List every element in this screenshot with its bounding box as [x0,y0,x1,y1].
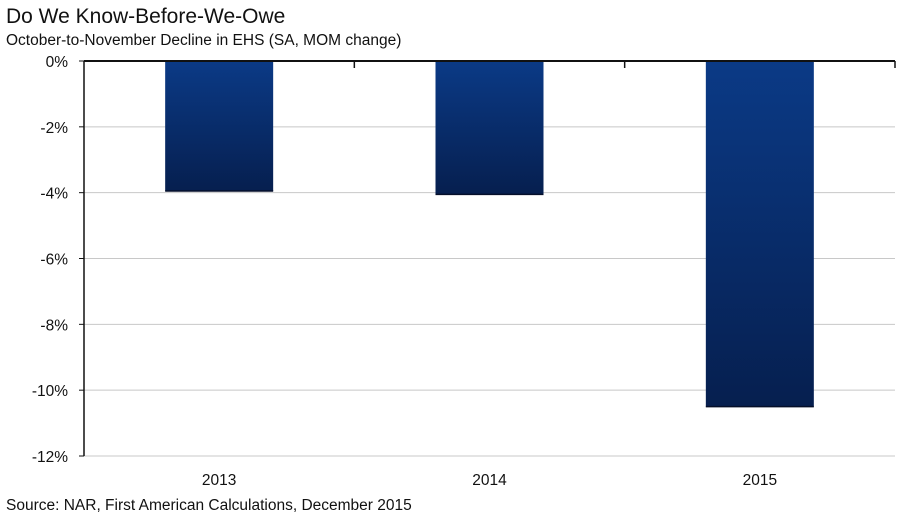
bar-2013 [165,61,274,192]
y-tick-label: -2% [40,120,68,137]
y-tick-label: 0% [46,54,69,71]
axes [79,60,896,457]
x-tick-label: 2015 [743,472,777,489]
y-tick-label: -6% [40,252,68,269]
bar-2015 [705,61,814,407]
x-tick-label: 2013 [202,472,236,489]
y-tick-label: -8% [40,317,68,334]
y-tick-label: -4% [40,186,68,203]
source-note: Source: NAR, First American Calculations… [6,497,412,514]
chart-title: Do We Know-Before-We-Owe [6,5,286,28]
bar-2014 [435,61,544,195]
chart-subtitle: October-to-November Decline in EHS (SA, … [6,32,402,49]
y-tick-label: -12% [32,449,68,466]
y-tick-label: -10% [32,383,68,400]
x-tick-label: 2014 [472,472,507,489]
bars [165,61,814,408]
tick-labels: 0% -2% -4% -6% -8% -10% -12% 2013 2014 2015 [32,54,777,489]
